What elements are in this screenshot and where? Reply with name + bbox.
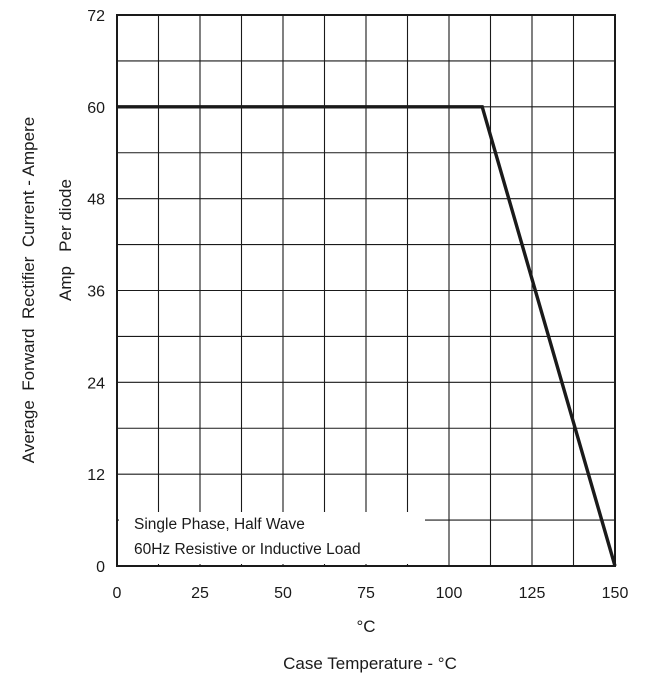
y-tick-label: 24 — [87, 375, 105, 392]
y-tick-label: 60 — [87, 100, 105, 117]
series-layer — [117, 105, 617, 567]
annotation-line-2: 60Hz Resistive or Inductive Load — [134, 541, 361, 558]
grid — [117, 15, 615, 566]
x-tick-label: 75 — [357, 585, 375, 602]
plot-frame — [116, 14, 616, 567]
x-tick-label: 50 — [274, 585, 292, 602]
y-tick-label: 12 — [87, 467, 105, 484]
y-axis-ticks: 0 12 24 36 48 60 72 — [87, 8, 105, 576]
x-tick-label: 100 — [436, 585, 463, 602]
annotation-background — [119, 512, 425, 564]
y-axis-title: Average Forward Rectifier Current - Ampe… — [19, 117, 38, 463]
y-tick-label: 48 — [87, 192, 105, 209]
y-tick-label: 36 — [87, 284, 105, 301]
x-tick-label: 25 — [191, 585, 209, 602]
annotation-box: Single Phase, Half Wave 60Hz Resistive o… — [119, 512, 425, 564]
y-axis-subtitle: Amp Per diode — [56, 179, 75, 301]
annotation-line-1: Single Phase, Half Wave — [134, 516, 305, 533]
y-tick-label: 72 — [87, 8, 105, 25]
x-axis-title: Case Temperature - °C — [283, 654, 457, 673]
x-axis-ticks: 0 25 50 75 100 125 150 — [113, 585, 629, 602]
series-line-0 — [117, 105, 617, 567]
x-tick-label: 0 — [113, 585, 122, 602]
x-tick-label: 125 — [519, 585, 546, 602]
x-tick-label: 150 — [602, 585, 629, 602]
x-axis-unit: °C — [356, 617, 375, 636]
y-tick-label: 0 — [96, 559, 105, 576]
